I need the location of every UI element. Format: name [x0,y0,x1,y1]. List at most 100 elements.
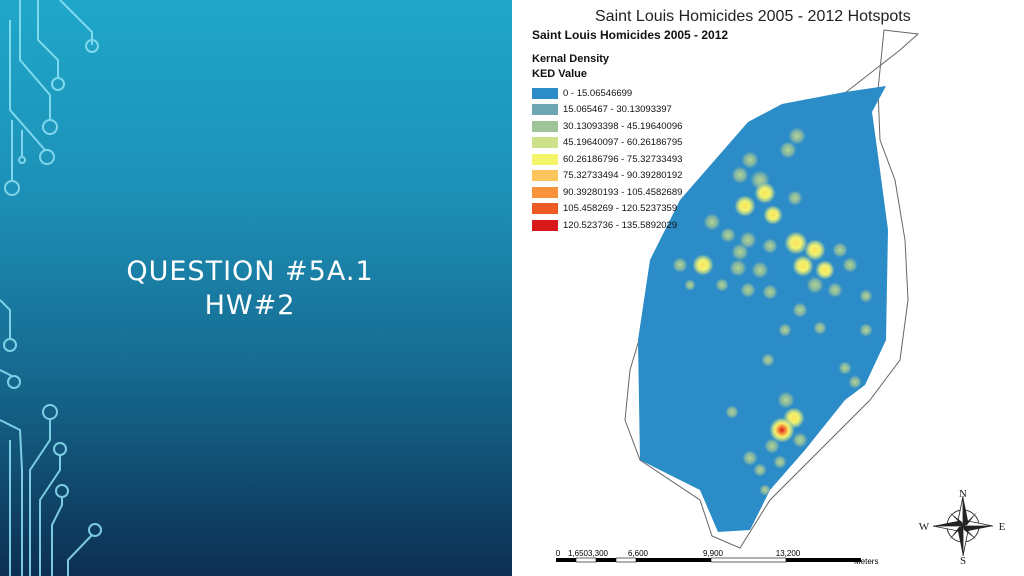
legend-class-list: 0 - 15.06546699 15.065467 - 30.13093397 30… [532,85,762,234]
hotspot [753,463,767,477]
hotspots [672,127,873,496]
map-title: Saint Louis Homicides 2005 - 2012 Hotspo… [595,8,911,25]
hotspot [859,323,873,337]
title-panel: QUESTION #5A.1 HW#2 [0,0,512,576]
compass-west-label: W [919,521,930,533]
hotspot [759,484,771,496]
legend-label: 30.13093398 - 45.19640096 [563,120,683,132]
hotspot [739,231,757,249]
hotspot [692,254,714,276]
hotspot [764,438,780,454]
legend-label: 0 - 15.06546699 [563,87,633,99]
hotspot [832,242,848,258]
legend-label: 75.32733494 - 90.39280192 [563,170,683,182]
hotspot [792,255,814,277]
density-surface [638,86,888,532]
hotspot [731,166,749,184]
hotspot [777,391,795,409]
hotspot [754,182,776,204]
hotspot [761,353,775,367]
legend-item: 0 - 15.06546699 [532,85,762,102]
legend-item: 105.458269 - 120.5237359 [532,201,762,218]
legend-swatch [532,170,558,182]
hotspot [751,261,769,279]
scale-tick-label: 13,200 [776,549,801,558]
hotspot [672,257,688,273]
legend-label: 15.065467 - 30.13093397 [563,104,672,116]
hotspot [859,289,873,303]
slide-title-line-1: QUESTION #5A.1 [126,256,374,287]
legend-label: 105.458269 - 120.5237359 [563,203,678,215]
legend-label: 90.39280193 - 105.4582689 [563,186,683,198]
hotspot [769,417,795,443]
hotspot [734,195,756,217]
hotspot [787,190,803,206]
legend-item: 60.26186796 - 75.32733493 [532,151,762,168]
hotspot [788,127,806,145]
legend-item: 120.523736 - 135.5892029 [532,217,762,234]
map-legend: Saint Louis Homicides 2005 - 2012 Kernal… [532,28,762,234]
hotspot [703,213,721,231]
legend-label: 45.19640097 - 60.26186795 [563,137,683,149]
legend-swatch [532,153,558,165]
scale-tick-label: 6,600 [628,549,649,558]
legend-swatch [532,120,558,132]
scale-bar-segments [556,557,861,563]
compass-rose-icon [932,495,994,557]
compass-north-label: N [959,488,967,500]
scale-bar: 0 1,650 3,300 6,600 9,900 13,200 Meters [556,549,878,566]
hotspot [740,282,756,298]
slide-title: QUESTION #5A.1 HW#2 [100,255,400,323]
hotspot [773,455,787,469]
hotspot [720,227,736,243]
scale-tick-labels: 0 1,650 3,300 6,600 9,900 13,200 [556,549,801,558]
north-arrow-compass: N S E W [919,488,1006,566]
legend-field-name: KED Value [532,68,588,80]
legend-item: 45.19640097 - 60.26186795 [532,135,762,152]
legend-layer-name: Kernal Density [532,53,610,65]
scale-tick-label: 9,900 [703,549,724,558]
legend-item: 90.39280193 - 105.4582689 [532,184,762,201]
legend-label: 60.26186796 - 75.32733493 [563,153,683,165]
hotspot [806,276,824,294]
legend-item: 15.065467 - 30.13093397 [532,102,762,119]
slide-title-line-2: HW#2 [204,290,296,321]
hotspot [741,151,759,169]
hotspot [762,238,778,254]
legend-swatch [532,219,558,231]
scale-tick-label: 0 [556,549,561,558]
compass-south-label: S [960,555,966,566]
hotspot [715,278,729,292]
hotspot [792,302,808,318]
hotspot [778,323,792,337]
hotspot [813,321,827,335]
legend-item: 30.13093398 - 45.19640096 [532,118,762,135]
hotspot [792,432,808,448]
legend-item: 75.32733494 - 90.39280192 [532,168,762,185]
hotspot [729,259,747,277]
legend-label: 120.523736 - 135.5892029 [563,219,678,231]
circuit-decoration [0,0,102,576]
hotspot [815,260,835,280]
hotspot [742,450,758,466]
hotspot [838,361,852,375]
scale-tick-label: 1,650 [568,549,589,558]
legend-swatch [532,186,558,198]
legend-swatch [532,137,558,149]
hotspot [762,284,778,300]
hotspot [763,205,783,225]
legend-heading: Saint Louis Homicides 2005 - 2012 [532,28,729,42]
legend-swatch [532,104,558,116]
hotspot [725,405,739,419]
hotspot [848,375,862,389]
hotspot [804,239,826,261]
hotspot [842,257,858,273]
hotspot [784,231,808,255]
hotspot [827,282,843,298]
legend-swatch [532,87,558,99]
legend-swatch [532,203,558,215]
compass-east-label: E [999,521,1006,533]
hotspot [779,141,797,159]
scale-tick-label: 3,300 [588,549,609,558]
